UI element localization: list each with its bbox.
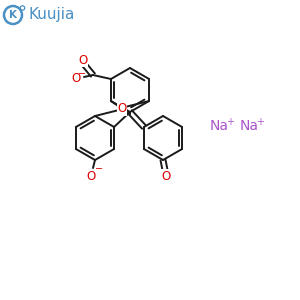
Text: −: − <box>95 164 103 174</box>
Text: O: O <box>86 169 96 182</box>
Text: Na: Na <box>210 119 229 133</box>
Text: K: K <box>9 10 17 20</box>
Text: −: − <box>78 69 86 79</box>
Text: O: O <box>71 73 81 85</box>
Text: O: O <box>161 169 171 182</box>
Text: Na: Na <box>240 119 259 133</box>
Text: O: O <box>117 102 127 115</box>
Text: O: O <box>78 53 88 67</box>
Text: +: + <box>256 117 264 127</box>
Text: Kuujia: Kuujia <box>28 8 74 22</box>
Text: +: + <box>226 117 234 127</box>
